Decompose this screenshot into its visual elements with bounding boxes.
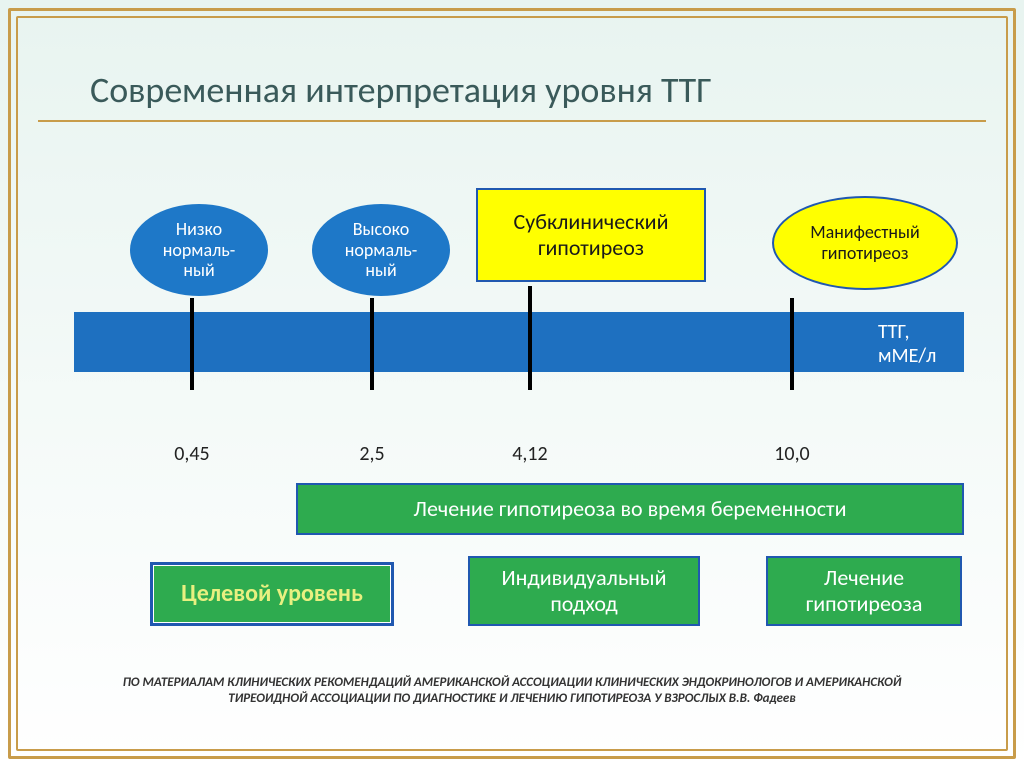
axis-bar	[74, 312, 964, 372]
shape-high_normal: Высоко нормаль- ный	[312, 204, 450, 296]
footer-citation: ПО МАТЕРИАЛАМ КЛИНИЧЕСКИХ РЕКОМЕНДАЦИЙ А…	[90, 675, 934, 708]
axis-tick-label: 4,12	[512, 442, 547, 466]
axis-tick	[370, 298, 374, 390]
shape-low_normal: Низко нормаль- ный	[130, 204, 268, 296]
diagram-area: ТТГ, мМЕ/л 0,45 2,5 4,12 10,0 Низко нормаль- …	[0, 0, 1024, 767]
shape-individual: Индивидуальный подход	[468, 556, 700, 626]
axis-tick	[528, 286, 532, 390]
axis-label: ТТГ, мМЕ/л	[878, 320, 936, 368]
axis-tick-label: 0,45	[174, 442, 209, 466]
axis-tick-label: 2,5	[359, 442, 384, 466]
shape-target_level: Целевой уровень	[150, 562, 394, 626]
axis-tick	[790, 298, 794, 390]
shape-treatment: Лечение гипотиреоза	[766, 556, 962, 626]
axis-tick-label: 10,0	[774, 442, 809, 466]
axis-tick	[190, 298, 194, 390]
shape-green_wide: Лечение гипотиреоза во время беременност…	[296, 483, 964, 535]
shape-manifest: Манифестный гипотиреоз	[772, 196, 958, 290]
shape-subclinical: Субклинический гипотиреоз	[476, 188, 706, 282]
